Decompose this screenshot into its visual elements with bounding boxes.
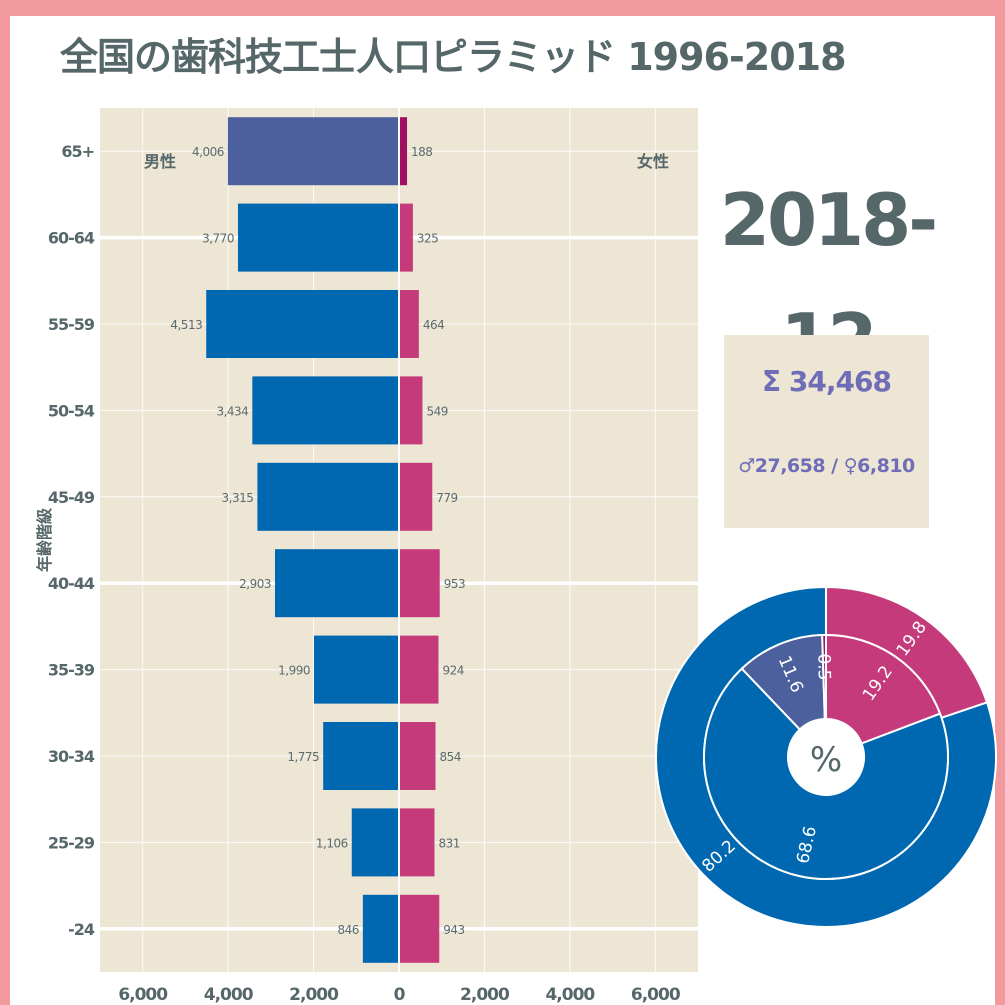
x-tick-label: 0: [394, 985, 406, 1005]
bar-female: [399, 722, 436, 790]
value-label-male: 2,903: [239, 577, 271, 591]
period-label: 2018-12: [719, 178, 938, 382]
value-label-male: 4,513: [170, 318, 202, 332]
value-label-male: 846: [337, 923, 358, 937]
y-tick-label: 60-64: [48, 229, 95, 248]
gender-ratio-donut: 19.880.219.268.611.6 0.5%: [655, 585, 997, 928]
bar-male: [351, 808, 399, 877]
x-tick-label: 4,000: [545, 985, 595, 1005]
total-count: Σ 34,468: [762, 365, 892, 398]
bar-female: [399, 635, 439, 704]
value-label-male: 1,106: [316, 836, 348, 850]
bar-female: [399, 117, 408, 186]
x-tick-label: 6,000: [118, 985, 168, 1005]
value-label-male: 3,315: [222, 491, 254, 505]
donut-center-label: %: [810, 740, 842, 780]
value-label-female: 953: [444, 577, 465, 591]
value-label-male: 1,990: [278, 664, 310, 678]
bar-male: [237, 203, 399, 272]
donut-label-inner: 0.5: [813, 653, 833, 680]
bar-male: [323, 722, 399, 790]
value-label-female: 549: [426, 404, 447, 418]
bar-male: [227, 117, 399, 186]
totals-box: Σ 34,468 ♂27,658 / ♀6,810: [724, 335, 929, 528]
bar-male: [362, 894, 399, 963]
y-axis-title: 年齢階級: [35, 508, 54, 572]
y-tick-label: 25-29: [48, 833, 95, 852]
x-tick-label: 4,000: [204, 985, 254, 1005]
value-label-male: 3,770: [202, 232, 234, 246]
bar-female: [399, 549, 440, 618]
value-label-female: 943: [443, 923, 464, 937]
y-tick-label: 45-49: [48, 488, 95, 507]
page-title: 全国の歯科技工士人口ピラミッド 1996-2018: [60, 35, 847, 79]
y-tick-label: 30-34: [48, 747, 95, 766]
bar-male: [313, 635, 399, 704]
bar-male: [257, 462, 399, 531]
series-label-male: 男性: [144, 152, 176, 171]
bar-male: [252, 376, 399, 445]
value-label-male: 4,006: [192, 145, 224, 159]
value-label-female: 188: [411, 145, 432, 159]
y-tick-label: 50-54: [48, 401, 95, 420]
value-label-female: 924: [442, 664, 463, 678]
population-pyramid: 4,006 188 65+ 3,770 325 60-64 4,513 464 55-59 3,4…: [35, 108, 698, 1005]
value-label-female: 779: [436, 491, 457, 505]
value-label-male: 3,434: [216, 404, 248, 418]
y-tick-label: 65+: [61, 142, 94, 161]
gender-counts: ♂27,658 / ♀6,810: [738, 455, 915, 477]
y-tick-label: 35-39: [48, 661, 95, 680]
bar-female: [399, 203, 413, 272]
value-label-female: 831: [438, 836, 459, 850]
bar-male: [206, 290, 399, 358]
x-tick-label: 2,000: [289, 985, 339, 1005]
bar-female: [399, 808, 435, 877]
y-tick-label: -24: [68, 920, 95, 939]
y-tick-label: 55-59: [48, 315, 95, 334]
bar-female: [399, 290, 419, 358]
value-label-female: 854: [439, 750, 460, 764]
bar-female: [399, 376, 423, 445]
bar-female: [399, 462, 433, 531]
value-label-female: 325: [417, 232, 438, 246]
value-label-male: 1,775: [287, 750, 319, 764]
bar-female: [399, 894, 440, 963]
x-tick-label: 6,000: [631, 985, 681, 1005]
x-tick-label: 2,000: [460, 985, 510, 1005]
donut-hole: [788, 719, 864, 795]
bar-male: [275, 549, 399, 618]
value-label-female: 464: [423, 318, 444, 332]
y-tick-label: 40-44: [48, 574, 95, 593]
series-label-female: 女性: [637, 152, 669, 171]
